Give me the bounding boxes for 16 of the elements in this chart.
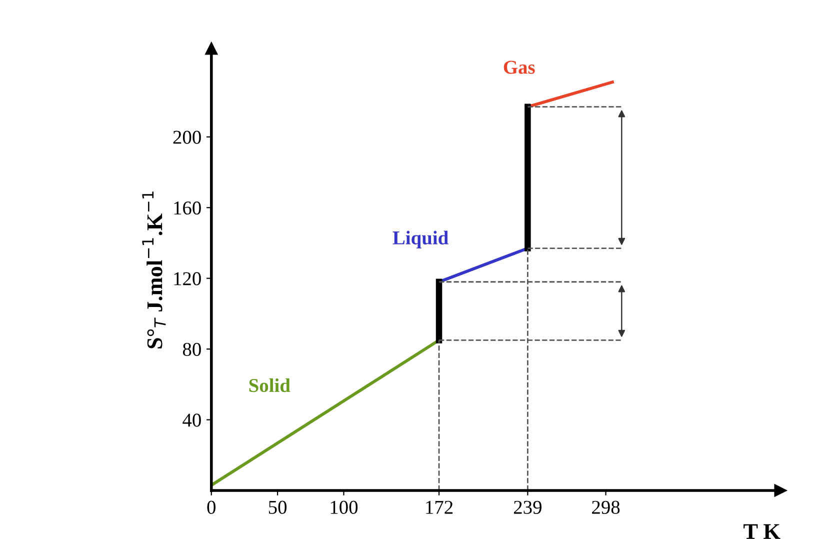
y-tick-label: 40 xyxy=(182,414,201,427)
x-tick-label: 172 xyxy=(426,500,453,514)
x-tick-label: 239 xyxy=(514,500,542,514)
x-tick-label: 298 xyxy=(592,500,620,514)
y-axis-title: S°$_{T}$ J.mol$^{−1}$.K$^{−1}$ xyxy=(142,192,166,348)
x-tick-label: 0 xyxy=(207,500,216,514)
y-tick-label: 200 xyxy=(173,130,201,144)
y-tick-label: 120 xyxy=(174,272,201,286)
y-tick-label: 160 xyxy=(174,201,201,215)
y-tick-label: 80 xyxy=(182,342,201,356)
series-label: Solid xyxy=(249,378,290,392)
x-tick-label: 100 xyxy=(330,500,358,514)
series-label: Gas xyxy=(504,60,535,74)
x-axis-title: T K xyxy=(744,524,780,539)
series-label: Liquid xyxy=(392,230,448,248)
x-tick-label: 50 xyxy=(268,500,287,514)
